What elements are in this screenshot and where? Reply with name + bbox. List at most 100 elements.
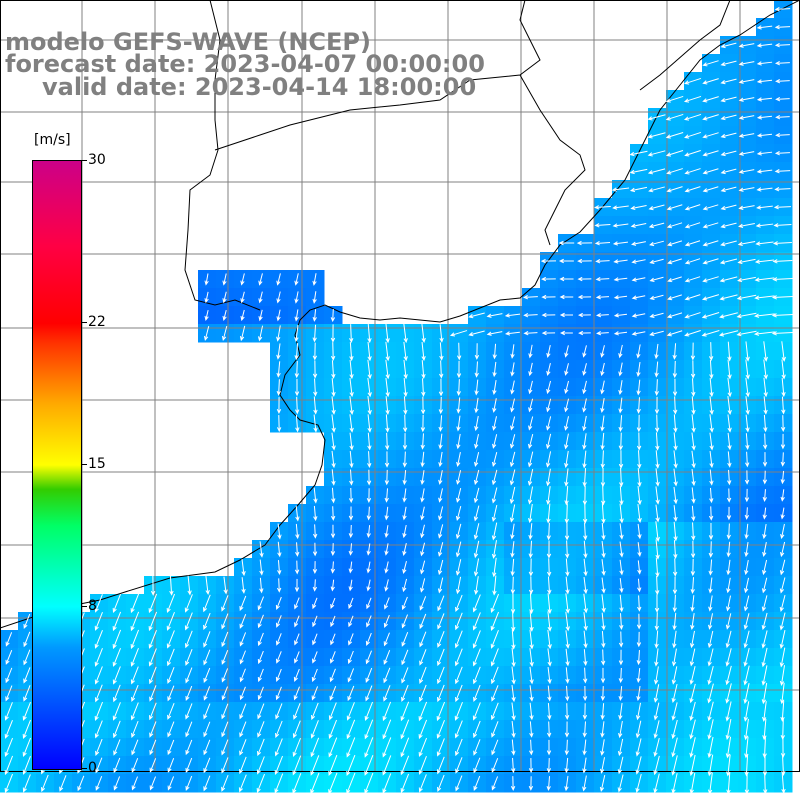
wind-arrow [529,648,534,667]
wind-arrow [294,291,299,304]
wind-arrow [727,451,732,468]
wind-arrow [630,223,647,228]
wind-arrow [774,169,791,174]
wind-arrow [400,701,410,722]
wind-arrow [600,432,605,451]
wind-arrow [420,433,425,450]
wind-arrow [438,415,443,432]
wind-arrow [707,719,714,740]
wind-arrow [745,341,750,362]
wind-arrow [636,362,641,378]
wind-arrow [455,576,462,595]
wind-arrow [702,240,719,247]
wind-arrow [472,612,481,631]
wind-arrow [221,686,228,701]
wind-arrow [709,359,714,380]
wind-arrow [541,294,556,300]
wind-arrow [702,132,719,139]
wind-arrow [421,360,426,379]
wind-arrow [275,703,283,720]
wind-arrow [23,613,31,630]
wind-arrow [311,686,319,701]
wind-arrow [649,312,664,318]
wind-arrow [185,685,193,702]
wind-arrow [349,377,354,398]
wind-arrow [743,665,750,686]
wind-arrow [4,773,14,794]
wind-arrow [613,259,628,264]
wind-arrow [672,558,678,577]
wind-arrow [707,683,714,704]
wind-arrow [473,775,481,791]
wind-arrow [294,360,300,379]
wind-arrow [295,523,300,540]
colorbar [32,160,82,770]
wind-arrow [349,432,354,451]
wind-arrow [636,344,641,359]
wind-arrow [130,648,139,667]
wind-arrow [491,739,499,756]
wind-arrow [366,579,371,592]
wind-arrow [691,469,696,487]
wind-arrow [112,611,122,632]
wind-arrow [259,541,264,558]
wind-arrow [148,648,157,667]
wind-arrow [689,701,696,722]
wind-arrow [684,168,701,175]
wind-arrow [600,686,606,702]
wind-arrow [671,719,678,740]
wind-arrow [709,432,714,451]
wind-arrow [419,596,427,611]
wind-arrow [257,686,264,701]
wind-arrow [720,132,737,139]
wind-arrow [637,504,642,524]
wind-arrow [720,204,737,211]
wind-arrow [293,703,301,720]
wind-arrow [565,667,570,684]
wind-arrow [618,667,624,684]
wind-arrow [203,325,210,342]
wind-arrow [726,772,731,795]
wind-arrow [403,341,408,362]
wind-arrow [655,557,660,578]
wind-arrow [167,702,175,720]
wind-arrow [436,756,445,775]
wind-arrow [511,647,516,668]
wind-arrow [383,614,390,628]
wind-arrow [473,739,481,756]
wind-arrow [727,341,732,362]
wind-arrow [311,651,318,664]
wind-arrow [277,541,282,558]
wind-arrow [203,686,211,701]
wind-arrow [618,649,624,666]
wind-arrow [383,650,391,665]
wind-arrow [600,667,606,684]
wind-arrow [761,630,768,649]
wind-arrow [636,650,641,666]
wind-arrow [781,378,786,398]
wind-arrow [781,755,786,776]
wind-arrow [601,503,606,524]
wind-arrow [690,342,696,361]
wind-arrow [400,755,410,776]
wind-arrow [546,398,552,413]
wind-arrow [631,331,646,336]
wind-arrow [613,331,628,336]
wind-arrow [540,258,557,264]
wind-arrow [618,362,623,377]
wind-arrow [565,593,570,614]
wind-arrow [473,720,481,739]
wind-arrow [689,754,696,777]
wind-arrow [702,222,719,229]
wind-arrow [402,578,408,593]
wind-arrow [725,701,732,722]
wind-arrow [202,594,211,613]
wind-arrow [673,540,678,560]
wind-arrow [241,577,246,594]
wind-arrow [401,631,409,647]
wind-arrow [762,489,767,502]
wind-arrow [754,331,775,336]
wind-arrow [725,736,732,759]
wind-arrow [707,772,713,795]
wind-arrow [673,396,678,415]
